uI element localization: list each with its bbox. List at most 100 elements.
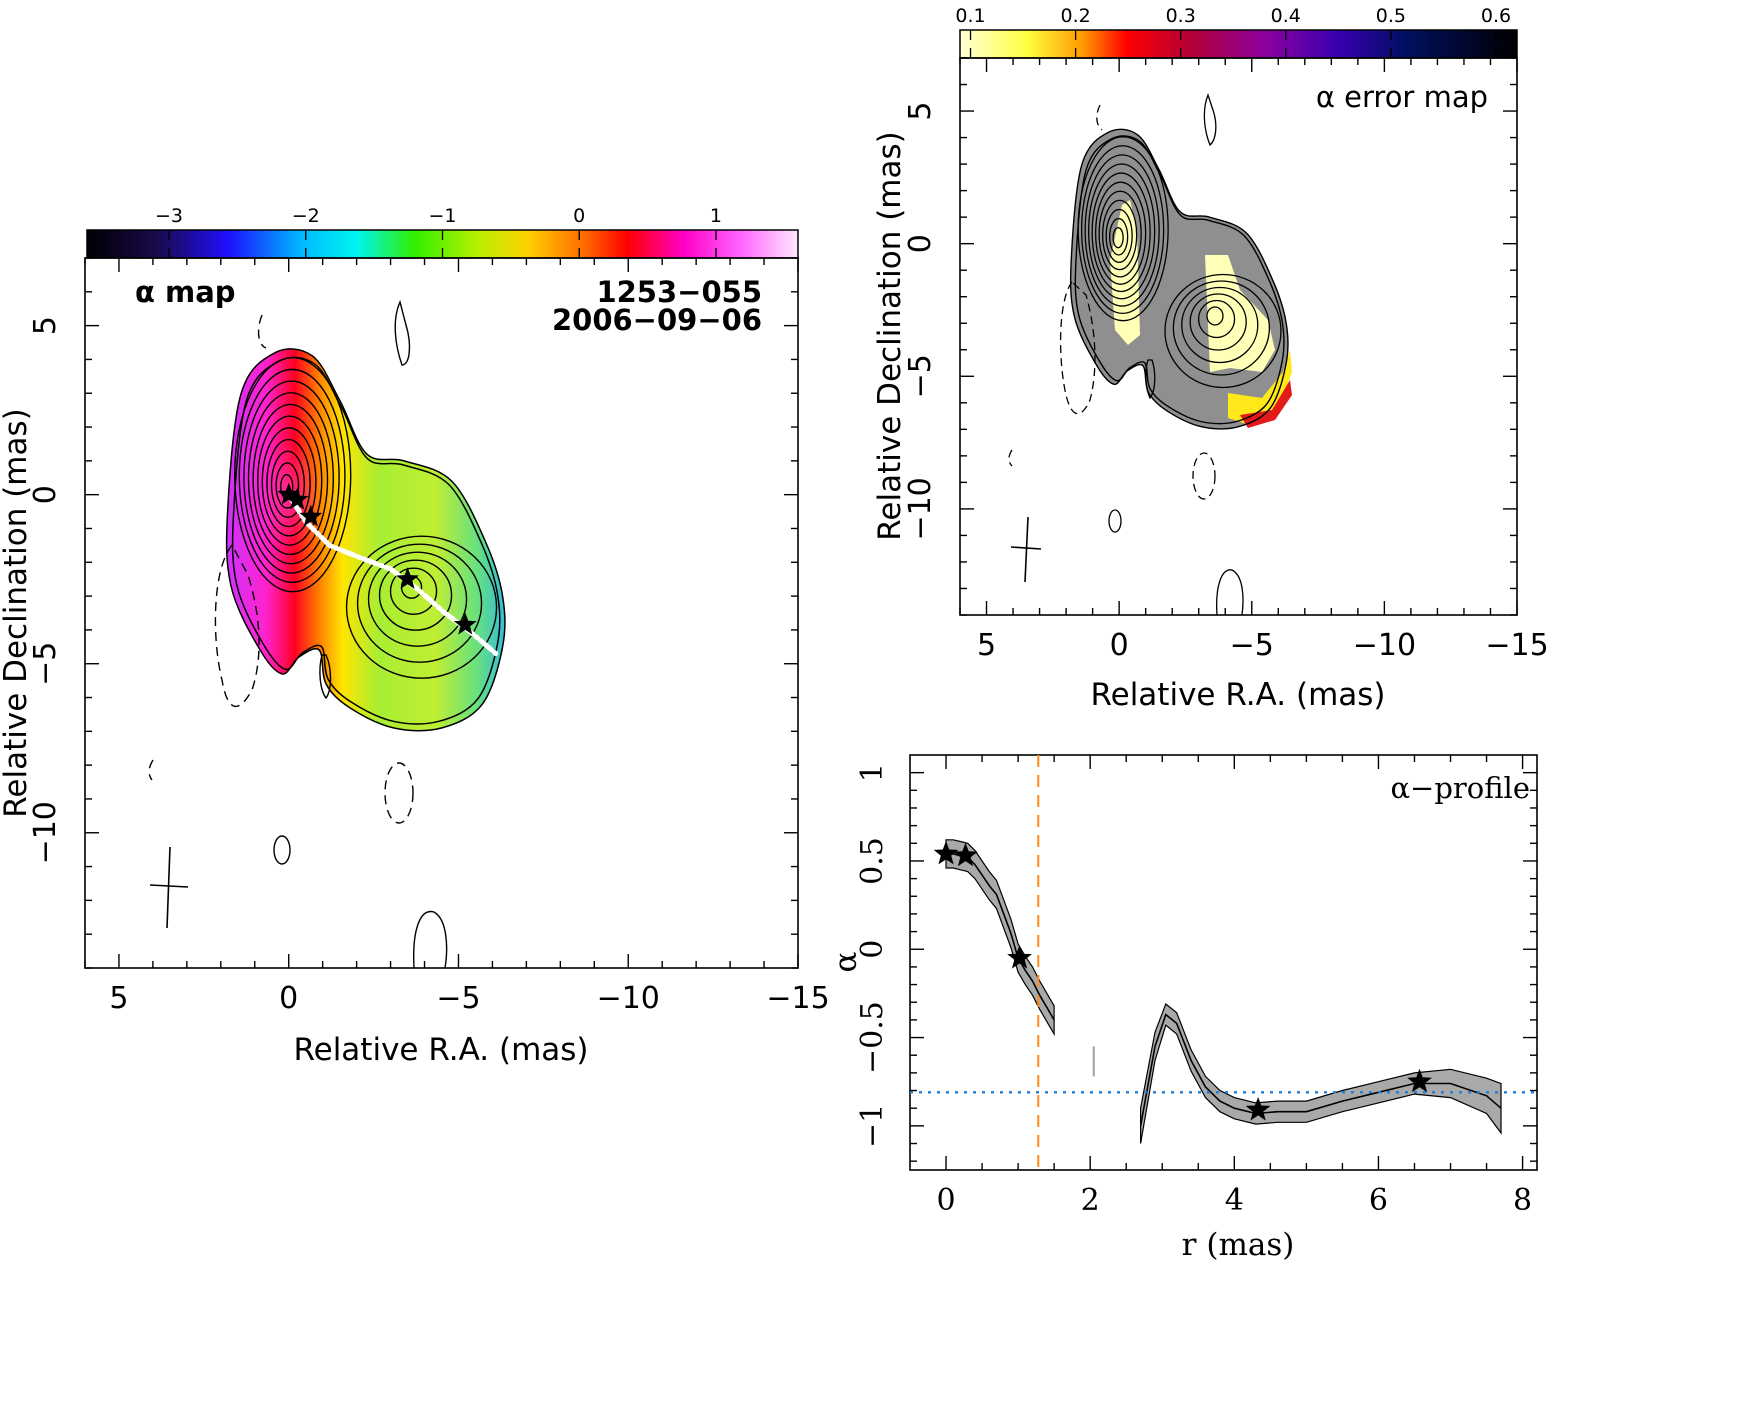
alpha-map-xtick-label: −5 [436,981,480,1016]
error-beam-cross [1010,516,1042,583]
alpha-map-label: α map [135,275,236,309]
error-band [945,839,1055,1037]
error-colorbar-ticks: 0.1 0.2 0.3 0.4 0.5 0.6 [955,5,1511,58]
contour [1074,135,1285,425]
profile-xlabel: r (mas) [1182,1227,1295,1263]
knot-contour [1172,280,1271,376]
error-cbar-label: 0.3 [1166,5,1196,27]
component-star [277,482,301,505]
profile-ytick-label: 0 [855,940,890,959]
error-map-yellow-knot [1205,255,1275,372]
core-contour [1101,199,1138,271]
core-contour [1094,181,1147,285]
profile-xtick-label: 0 [936,1183,955,1218]
error-colorbar [959,29,1518,59]
alpha-map-image [148,299,506,968]
alpha-error-panel: 0.1 0.2 0.3 0.4 0.5 0.6 5 0 −5 −10 −15 5 0 −5 −10 α e… [872,5,1549,713]
knot-contour [1197,299,1236,339]
alpha-map-axes: 5 0 −5 −10 −15 5 0 −5 −10 [28,257,830,1016]
alpha-map-ytick-label: 0 [28,485,63,504]
alpha-map-xtick-label: −10 [597,981,660,1016]
core-contour [261,427,317,537]
core-contour [270,450,306,518]
core-contour [275,462,300,509]
profile-plot-area [910,755,1537,1170]
error-map-contours [1008,93,1289,615]
error-map-red-rim [1240,380,1292,428]
contour [231,356,501,725]
core-contour [1091,172,1151,293]
negative-contour [384,762,414,824]
knot-contour [345,535,498,679]
error-map-xtick-label: −5 [1230,628,1274,663]
isolated-contour [1203,93,1217,147]
core-contour [1087,163,1156,300]
error-map-xtick-label: −15 [1485,628,1548,663]
profile-xtick-label: 2 [1081,1183,1100,1218]
component-star [285,487,309,510]
knot-contour [356,543,483,663]
error-map-xlabel: Relative R.A. (mas) [1090,677,1385,713]
alpha-map-frame [84,257,799,969]
core-contour [1105,208,1133,263]
alpha-cbar-label: −3 [155,205,183,227]
error-map-frame [959,57,1518,616]
error-cbar-label: 0.4 [1271,5,1301,27]
profile-star [1245,1097,1271,1121]
core-contour [1108,217,1129,256]
alpha-map-ytick-label: 5 [28,316,63,335]
isolated-contour [394,299,411,366]
alpha-map-xtick-label: −15 [766,981,829,1016]
negative-contour [1192,452,1216,500]
error-cbar-label: 0.6 [1481,5,1511,27]
core-contour [1084,154,1160,307]
core-contour [243,380,340,574]
outer-contour [225,348,506,732]
isolated-contour [1216,569,1244,615]
error-map-ytick-label: 5 [903,102,938,121]
knot-contour [1189,293,1247,351]
negative-contour [1008,449,1013,467]
core-contour [247,392,335,565]
profile-star [953,842,978,867]
error-map-ylabel: Relative Declination (mas) [872,131,908,541]
isolated-contour [1145,359,1156,400]
profile-axes: 0 2 4 6 8 −1 −0.5 0 0.5 1 [855,755,1537,1218]
alpha-map-ylabel: Relative Declination (mas) [0,408,34,818]
profile-xtick-label: 4 [1225,1183,1244,1218]
alpha-cbar-label: −2 [292,205,320,227]
alpha-map-ytick-label: −5 [28,642,63,686]
profile-frame [909,754,1538,1171]
core-contour [234,356,352,593]
alpha-cbar-label: 0 [573,205,585,227]
profile-xtick-label: 8 [1513,1183,1532,1218]
knot-contour [389,567,438,615]
core-contour [1098,190,1142,278]
core-contour [252,403,329,556]
profile-label: α−profile [1390,771,1530,805]
error-map-xtick-label: −10 [1353,628,1416,663]
alpha-map-stars [277,482,477,635]
core-contour [257,415,323,546]
component-star [299,504,323,527]
outer-contour [1069,128,1289,430]
error-map-label: α error map [1316,80,1488,114]
negative-contour [257,314,267,349]
error-map-image [1008,93,1292,615]
core-contour [1077,136,1169,322]
error-map-ytick-label: −10 [903,477,938,540]
error-map-xtick-label: 5 [977,628,996,663]
isolated-contour [273,835,291,865]
knot-contour [1206,306,1224,326]
component-star [396,567,419,589]
core-contour [266,438,311,528]
error-map-axes: 5 0 −5 −10 −15 5 0 −5 −10 [903,57,1549,663]
error-map-ytick-label: −5 [903,354,938,398]
profile-ylabel: α [828,951,864,972]
core-contour [238,368,346,584]
negative-contour [148,759,154,781]
alpha-colorbar-ticks: −3 −2 −1 0 1 [155,205,722,258]
profile-xtick-label: 6 [1369,1183,1388,1218]
observation-date: 2006−09−06 [552,303,762,337]
